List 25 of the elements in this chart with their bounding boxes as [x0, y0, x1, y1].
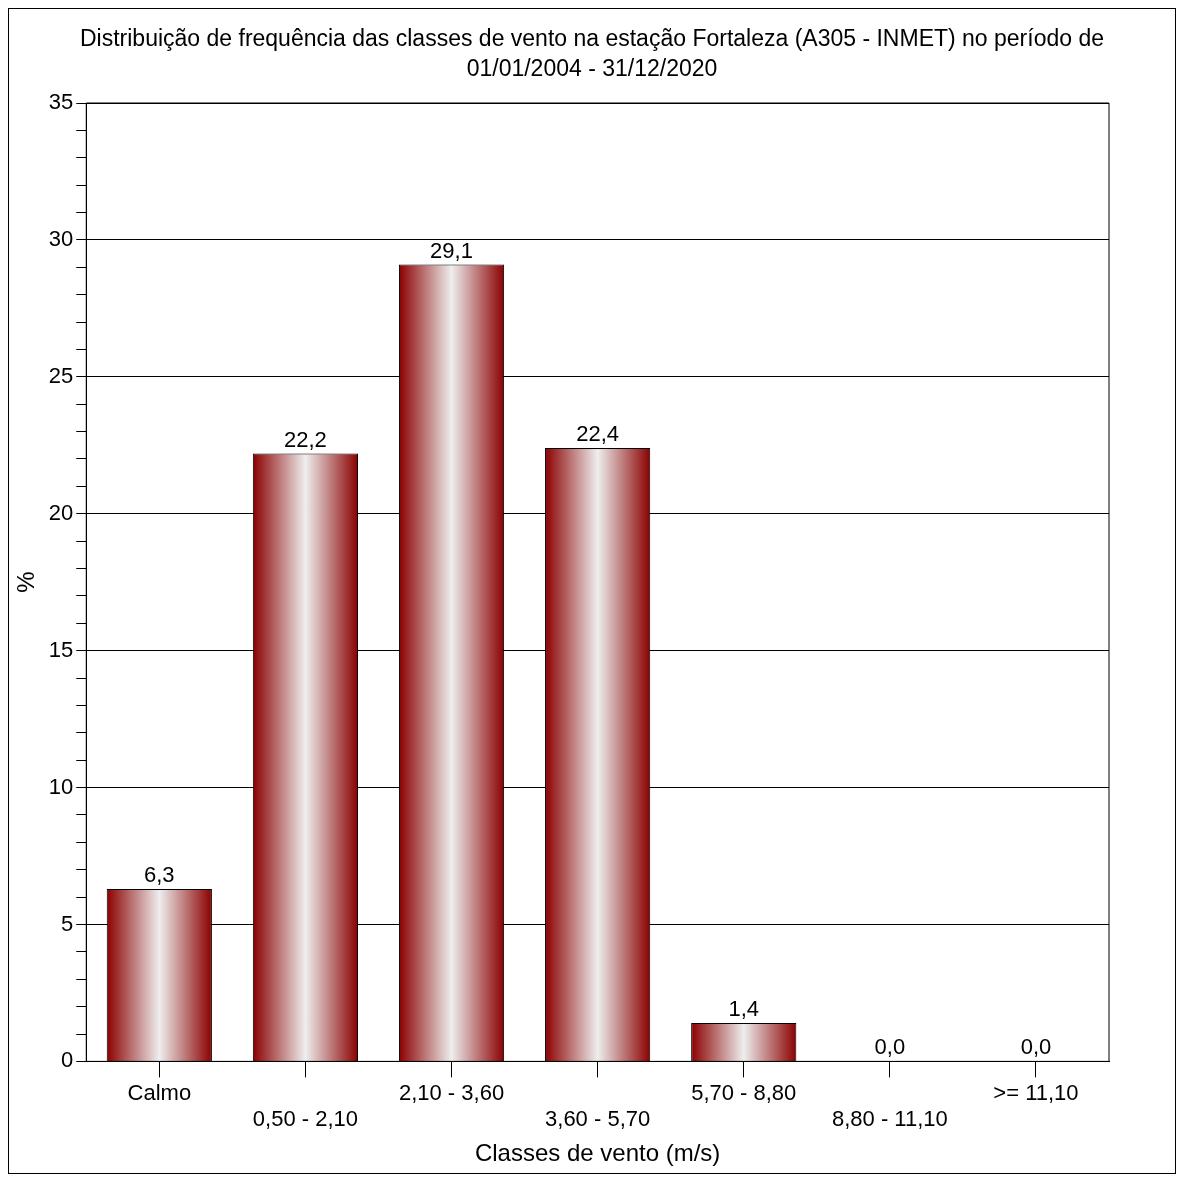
- data-label: 22,2: [284, 426, 327, 452]
- y-tick-label: 20: [48, 499, 74, 525]
- data-label: 0,0: [1020, 1034, 1052, 1060]
- x-axis-title: Classes de vento (m/s): [474, 1139, 721, 1167]
- data-label: 0,0: [874, 1034, 906, 1060]
- x-tick-label: 5,70 - 8,80: [691, 1079, 797, 1105]
- y-tick-label: 10: [48, 773, 74, 799]
- x-tick-label: Calmo: [127, 1079, 192, 1105]
- y-tick-label: 25: [48, 362, 74, 388]
- y-tick-label: 5: [61, 910, 74, 936]
- x-tick-label: 2,10 - 3,60: [398, 1079, 505, 1105]
- chart-title: Distribuição de frequência das classes de vento na estação Fortaleza (A305 - INMET) no período de 01/01/2004 - 31/12/2020: [78, 24, 1106, 83]
- data-label: 6,3: [144, 861, 175, 887]
- y-axis-title: %: [12, 571, 40, 593]
- y-tick-label: 0: [61, 1047, 74, 1073]
- y-tick-label: 30: [48, 225, 74, 251]
- data-label: 29,1: [430, 237, 473, 263]
- y-tick-label: 35: [48, 89, 74, 115]
- x-tick-label: 3,60 - 5,70: [545, 1106, 651, 1132]
- y-tick-label: 15: [48, 636, 74, 662]
- x-tick-label: >= 11,10: [993, 1079, 1079, 1105]
- x-tick-label: 8,80 - 11,10: [831, 1106, 948, 1132]
- data-label: 1,4: [728, 996, 760, 1022]
- x-tick-label: 0,50 - 2,10: [252, 1106, 359, 1132]
- data-label: 22,4: [576, 421, 620, 447]
